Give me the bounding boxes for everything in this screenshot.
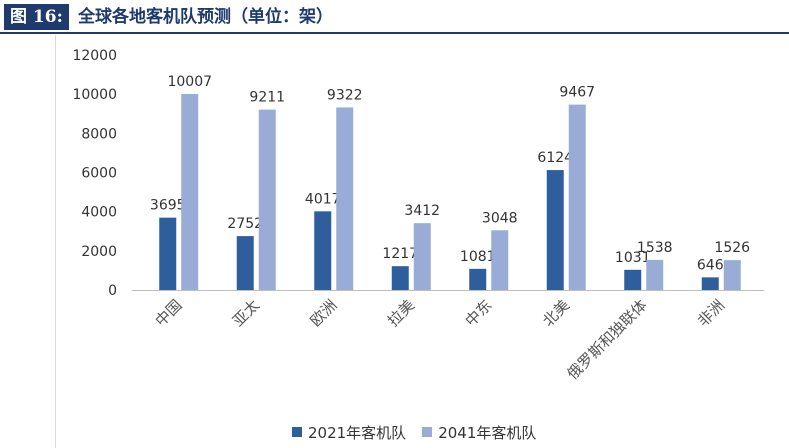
category-label: 中国 bbox=[152, 296, 186, 330]
category-label: 俄罗斯和独联体 bbox=[564, 296, 651, 383]
legend-swatch-2041 bbox=[422, 427, 433, 437]
y-tick-label: 10000 bbox=[72, 87, 117, 103]
y-tick-label: 0 bbox=[108, 283, 117, 299]
category-label: 亚太 bbox=[229, 296, 263, 330]
data-label-2041: 10007 bbox=[167, 74, 212, 90]
data-label-2021: 3695 bbox=[150, 198, 186, 214]
y-tick-label: 6000 bbox=[81, 166, 117, 182]
bar-2021 bbox=[236, 236, 254, 290]
bar-2021 bbox=[159, 217, 177, 290]
legend-item-2021: 2021年客机队 bbox=[292, 422, 406, 443]
bar-2021 bbox=[701, 277, 719, 290]
category-label: 非洲 bbox=[694, 296, 728, 330]
data-label-2021: 2752 bbox=[227, 216, 263, 232]
y-tick-label: 8000 bbox=[81, 126, 117, 142]
data-label-2041: 1526 bbox=[714, 240, 750, 256]
header-rule bbox=[0, 32, 789, 34]
data-label-2021: 4017 bbox=[305, 191, 341, 207]
bar-2041 bbox=[413, 223, 431, 290]
legend-label-2041: 2041年客机队 bbox=[438, 423, 537, 442]
bar-2041 bbox=[181, 94, 199, 290]
bar-2021 bbox=[314, 211, 332, 290]
legend: 2021年客机队 2041年客机队 bbox=[292, 420, 536, 444]
legend-swatch-2021 bbox=[292, 427, 302, 437]
data-label-2021: 646 bbox=[697, 257, 724, 273]
figure-title: 全球各地客机队预测（单位：架） bbox=[78, 7, 333, 27]
bar-2041 bbox=[491, 230, 509, 290]
data-label-2021: 1217 bbox=[382, 246, 418, 262]
category-label: 拉美 bbox=[384, 296, 418, 330]
bar-2041 bbox=[646, 259, 664, 290]
bar-2041 bbox=[723, 260, 741, 290]
data-label-2021: 6124 bbox=[537, 150, 573, 166]
figure-label: 图 16: bbox=[4, 4, 69, 30]
figure-header: 图 16: 全球各地客机队预测（单位：架） bbox=[0, 0, 789, 34]
data-label-2041: 3412 bbox=[404, 203, 440, 219]
category-label: 中东 bbox=[462, 296, 496, 330]
data-label-2021: 1081 bbox=[460, 249, 496, 265]
data-label-2041: 3048 bbox=[482, 210, 518, 226]
category-label: 欧洲 bbox=[307, 296, 341, 330]
bar-2041 bbox=[258, 109, 276, 290]
bar-2021 bbox=[469, 268, 487, 290]
bar-2021 bbox=[624, 269, 642, 290]
chart-frame bbox=[55, 35, 789, 448]
legend-label-2021: 2021年客机队 bbox=[308, 423, 407, 442]
bar-2021 bbox=[546, 170, 564, 290]
data-label-2041: 9322 bbox=[327, 87, 363, 103]
legend-item-2041: 2041年客机队 bbox=[422, 422, 536, 443]
data-label-2041: 1538 bbox=[637, 240, 673, 256]
data-label-2041: 9467 bbox=[559, 85, 595, 101]
bar-2021 bbox=[391, 266, 409, 290]
y-tick-label: 2000 bbox=[81, 244, 117, 260]
y-tick-label: 4000 bbox=[81, 205, 117, 221]
category-label: 北美 bbox=[539, 296, 573, 330]
bar-2041 bbox=[336, 107, 354, 290]
data-label-2021: 1031 bbox=[615, 250, 651, 266]
y-tick-label: 12000 bbox=[72, 48, 117, 64]
bar-2041 bbox=[568, 104, 586, 290]
data-label-2041: 9211 bbox=[249, 90, 285, 106]
